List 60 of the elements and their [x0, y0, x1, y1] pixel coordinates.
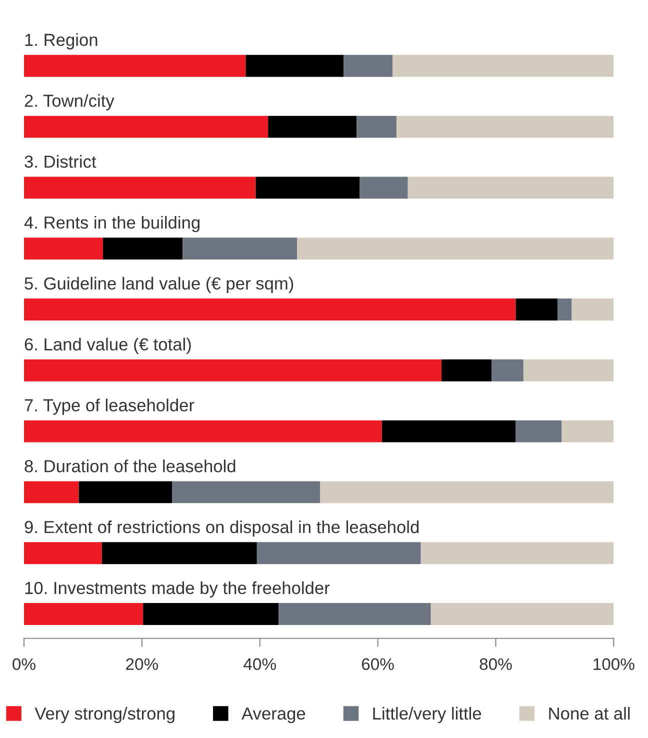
legend-label: Little/very little	[373, 706, 482, 724]
bar	[392, 54, 614, 77]
y-tick-label: 1. Region	[25, 33, 98, 50]
y-tick-label: 4. Rents in the building	[24, 216, 200, 232]
bar	[441, 359, 492, 382]
bar	[516, 298, 558, 320]
bar	[78, 481, 172, 504]
bar	[420, 542, 614, 564]
bar	[430, 603, 614, 625]
x-tick-label: 0%	[12, 658, 36, 670]
bar	[523, 359, 614, 382]
bar	[24, 116, 268, 138]
bar	[24, 238, 103, 260]
bar	[356, 116, 397, 138]
y-tick-label: 6. Land value (€ total)	[24, 338, 191, 354]
legend-label: Very strong/strong	[34, 706, 174, 724]
legend-label: None at all	[549, 706, 630, 720]
bar	[24, 542, 102, 564]
bar	[182, 238, 297, 260]
bar	[268, 116, 357, 138]
x-tick-label: 40%	[244, 658, 276, 670]
bar	[143, 603, 279, 625]
bar	[24, 54, 246, 77]
bar	[102, 542, 257, 564]
bar	[24, 603, 144, 625]
bar	[382, 420, 516, 442]
bar	[102, 238, 183, 260]
y-tick-label: 2. Town/city	[24, 94, 114, 110]
y-tick-label: 9. Extent of restrictions on disposal in the leasehold	[24, 520, 419, 537]
bar	[172, 481, 320, 504]
bar	[396, 116, 614, 138]
y-tick-label: 8. Duration of the leasehold	[24, 460, 236, 472]
bar	[24, 176, 256, 199]
bar	[246, 54, 344, 77]
bar	[24, 298, 516, 320]
y-tick-label: 7. Type of leaseholder	[24, 398, 194, 415]
bar	[24, 481, 79, 504]
x-tick-label: 60%	[362, 658, 394, 670]
x-tick-label: 80%	[480, 658, 512, 670]
bar	[297, 238, 614, 260]
bar	[24, 359, 442, 382]
legend-label: Average	[242, 708, 306, 724]
y-tick-label: 3. District	[24, 155, 96, 168]
bar	[278, 603, 431, 625]
bar	[558, 298, 572, 320]
bar	[516, 420, 562, 442]
x-tick-label: 100%	[594, 658, 634, 670]
bar	[24, 420, 382, 442]
bar	[572, 298, 614, 320]
bar	[408, 176, 614, 199]
x-tick-label: 20%	[126, 658, 158, 670]
bar	[320, 481, 614, 504]
bar	[256, 542, 421, 564]
bar	[562, 420, 614, 442]
y-tick-label: 5. Guideline land value (€ per sqm)	[24, 276, 294, 294]
bar	[360, 176, 408, 199]
bar	[256, 176, 360, 199]
y-tick-label: 10. Investments made by the freeholder	[25, 581, 330, 598]
bar	[344, 54, 393, 77]
bar	[492, 359, 524, 382]
